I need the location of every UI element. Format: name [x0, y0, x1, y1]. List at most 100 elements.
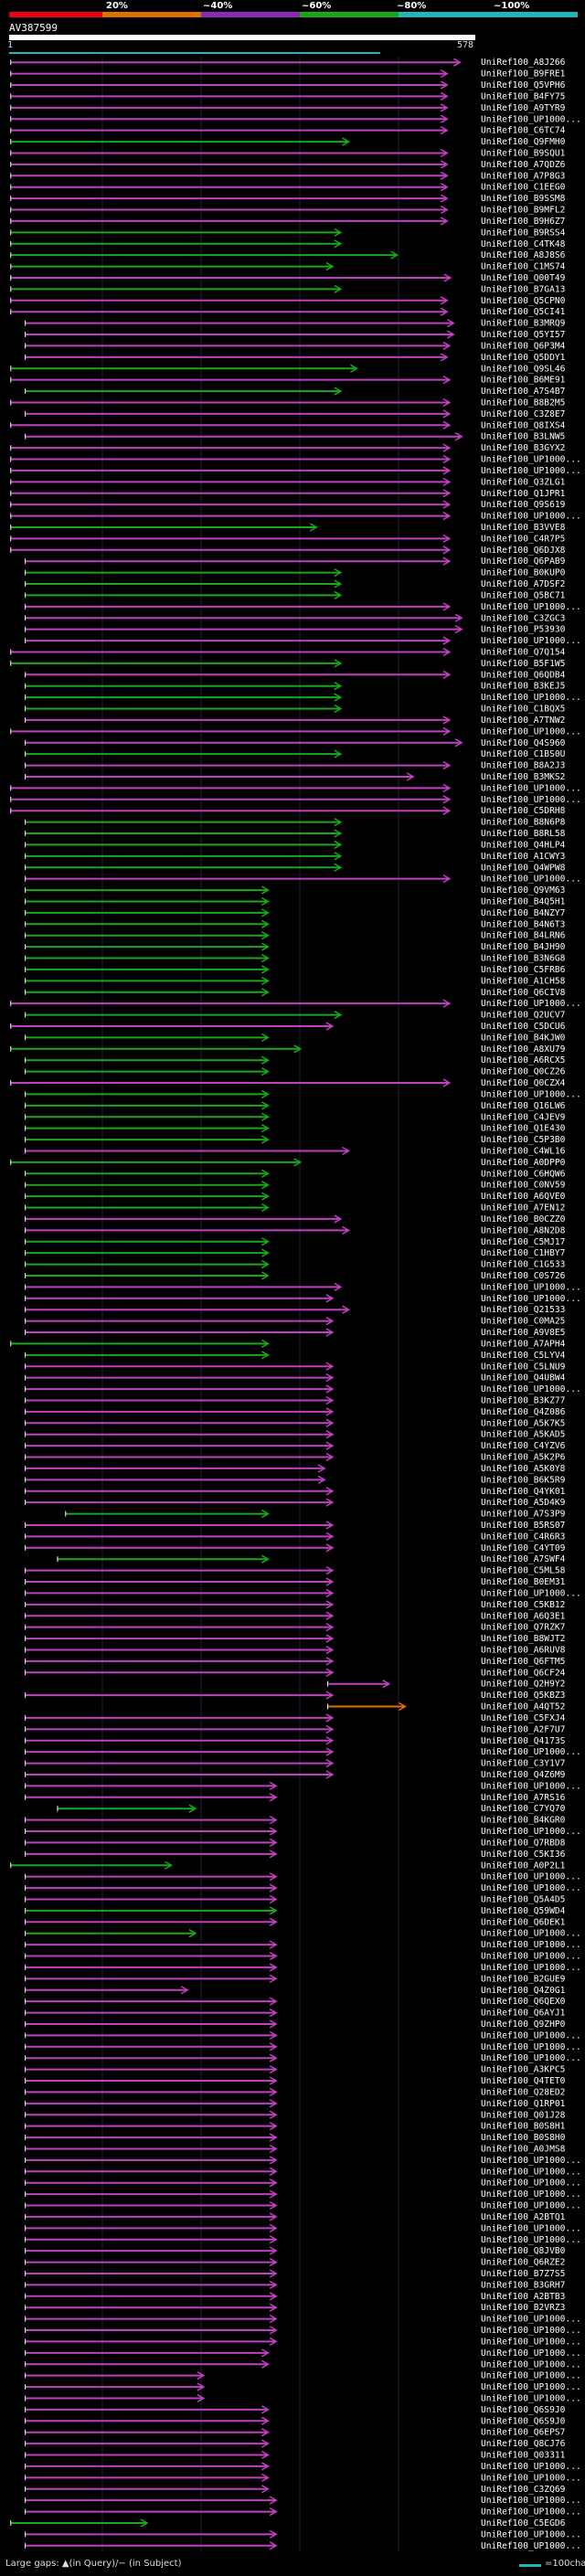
hit-row[interactable]: UniRef100_C4R7P5 [10, 534, 566, 544]
hit-row[interactable]: UniRef100_UP1000... [25, 2359, 581, 2369]
hit-label[interactable]: UniRef100_UP1000... [481, 1747, 581, 1757]
hit-row[interactable]: UniRef100_B4Q5H1 [25, 896, 566, 906]
hit-row[interactable]: UniRef100_C1BS0U [25, 749, 566, 759]
hit-row[interactable]: UniRef100_UP1000... [25, 2382, 581, 2392]
hit-label[interactable]: UniRef100_Q9FMH0 [481, 137, 566, 147]
hit-label[interactable]: UniRef100_Q6RZE2 [481, 2258, 565, 2268]
hit-row[interactable]: UniRef100_C1EEG0 [10, 183, 566, 193]
hit-label[interactable]: UniRef100_UP1000... [481, 783, 581, 793]
hit-row[interactable]: UniRef100_UP1000... [25, 875, 581, 885]
hit-row[interactable]: UniRef100_Q1RP01 [25, 2099, 566, 2109]
hit-label[interactable]: UniRef100_UP1000... [481, 2030, 581, 2041]
hit-row[interactable]: UniRef100_B9MFL2 [10, 206, 566, 216]
hit-row[interactable]: UniRef100_UP1000... [25, 2178, 581, 2189]
hit-row[interactable]: UniRef100_B3LNW5 [25, 432, 566, 442]
hit-row[interactable]: UniRef100_Q4TET0 [25, 2076, 566, 2086]
hit-row[interactable]: UniRef100_A4QT52 [327, 1702, 566, 1712]
hit-row[interactable]: UniRef100_B8RL58 [25, 829, 566, 839]
hit-row[interactable]: UniRef100_Q4UBW4 [25, 1373, 566, 1383]
hit-row[interactable]: UniRef100_UP1000... [25, 2030, 581, 2041]
hit-label[interactable]: UniRef100_B8RL58 [481, 829, 566, 839]
hit-row[interactable]: UniRef100_UP1000... [25, 2201, 581, 2211]
hit-label[interactable]: UniRef100_A0DPP0 [481, 1158, 566, 1168]
hit-label[interactable]: UniRef100_B8A2J3 [481, 761, 566, 771]
hit-label[interactable]: UniRef100_B3GYX2 [481, 443, 565, 453]
hit-label[interactable]: UniRef100_UP1000... [481, 1952, 581, 1962]
hit-label[interactable]: UniRef100_Q9ZHP0 [481, 2019, 566, 2030]
hit-label[interactable]: UniRef100_Q21533 [481, 1305, 566, 1315]
hit-row[interactable]: UniRef100_B2GUE9 [25, 1974, 566, 1984]
hit-label[interactable]: UniRef100_Q6S9J0 [481, 2405, 566, 2415]
hit-label[interactable]: UniRef100_Q8CJ76 [481, 2439, 566, 2449]
hit-label[interactable]: UniRef100_UP1000... [481, 2348, 581, 2359]
hit-row[interactable]: UniRef100_UP1000... [25, 2507, 581, 2518]
hit-row[interactable]: UniRef100_UP1000... [25, 2156, 581, 2166]
hit-row[interactable]: UniRef100_UP1000... [10, 466, 581, 476]
hit-row[interactable]: UniRef100_Q9VM63 [25, 885, 566, 896]
hit-label[interactable]: UniRef100_UP1000... [481, 2156, 581, 2166]
hit-label[interactable]: UniRef100_UP1000... [481, 2529, 581, 2539]
hit-label[interactable]: UniRef100_UP1000... [481, 726, 581, 737]
hit-label[interactable]: UniRef100_A5K0Y8 [481, 1464, 566, 1474]
hit-label[interactable]: UniRef100_B0S8H0 [481, 2133, 566, 2143]
hit-row[interactable]: UniRef100_A7RS16 [25, 1793, 566, 1803]
hit-row[interactable]: UniRef100_B4KGR0 [25, 1816, 566, 1826]
hit-row[interactable]: UniRef100_Q0CZX4 [10, 1078, 566, 1088]
hit-row[interactable]: UniRef100_A8XU79 [10, 1044, 566, 1055]
hit-row[interactable]: UniRef100_Q5YI57 [25, 330, 566, 340]
hit-row[interactable]: UniRef100_Q4Z6M9 [25, 1770, 566, 1780]
hit-row[interactable]: UniRef100_Q4WPW8 [25, 863, 566, 873]
hit-label[interactable]: UniRef100_UP1000... [481, 2167, 581, 2177]
hit-row[interactable]: UniRef100_C4WL16 [25, 1146, 566, 1156]
hit-label[interactable]: UniRef100_B0EM31 [481, 1577, 566, 1587]
hit-row[interactable]: UniRef100_C4YZV6 [25, 1441, 566, 1451]
hit-label[interactable]: UniRef100_B8B2M5 [481, 398, 565, 408]
hit-row[interactable]: UniRef100_A7APH4 [10, 1339, 566, 1349]
hit-label[interactable]: UniRef100_B2GUE9 [481, 1974, 566, 1984]
hit-row[interactable]: UniRef100_Q2UCV7 [25, 1011, 566, 1021]
hit-row[interactable]: UniRef100_B9FRE1 [10, 69, 566, 80]
hit-label[interactable]: UniRef100_UP1000... [481, 2337, 581, 2347]
hit-row[interactable]: UniRef100_C3ZQ69 [25, 2485, 566, 2495]
hit-label[interactable]: UniRef100_UP1000... [481, 1089, 581, 1099]
hit-row[interactable]: UniRef100_UP1000... [25, 2315, 581, 2325]
hit-label[interactable]: UniRef100_Q03311 [481, 2451, 566, 2461]
hit-row[interactable]: UniRef100_A8N2D8 [25, 1225, 566, 1235]
hit-label[interactable]: UniRef100_Q6S9J0 [481, 2416, 566, 2426]
hit-row[interactable]: UniRef100_A8J266 [10, 58, 566, 68]
hit-row[interactable]: UniRef100_UP1000... [10, 455, 581, 465]
hit-row[interactable]: UniRef100_UP1000... [25, 2348, 581, 2359]
hit-label[interactable]: UniRef100_B4FY75 [481, 91, 565, 101]
hit-label[interactable]: UniRef100_UP1000... [481, 2223, 581, 2233]
hit-label[interactable]: UniRef100_B4KJW0 [481, 1033, 566, 1043]
hit-row[interactable]: UniRef100_Q7RZK7 [25, 1623, 566, 1633]
hit-label[interactable]: UniRef100_Q1E430 [481, 1124, 566, 1134]
hit-row[interactable]: UniRef100_B9SQU1 [10, 148, 566, 158]
hit-row[interactable]: UniRef100_UP1000... [25, 1940, 581, 1950]
hit-row[interactable]: UniRef100_UP1000... [25, 1588, 581, 1598]
hit-row[interactable]: UniRef100_Q8CJ76 [25, 2439, 566, 2449]
hit-row[interactable]: UniRef100_UP1000... [10, 795, 581, 805]
hit-label[interactable]: UniRef100_C5FXJ4 [481, 1713, 566, 1723]
hit-row[interactable]: UniRef100_B5RS07 [25, 1521, 566, 1531]
hit-row[interactable]: UniRef100_UP1000... [25, 2326, 581, 2336]
hit-row[interactable]: UniRef100_C1MS74 [10, 262, 566, 272]
hit-row[interactable]: UniRef100_B7Z7S5 [25, 2269, 566, 2279]
hit-label[interactable]: UniRef100_UP1000... [481, 2178, 581, 2189]
hit-label[interactable]: UniRef100_UP1000... [481, 2393, 581, 2403]
hit-row[interactable]: UniRef100_C6HQW6 [25, 1169, 566, 1179]
hit-label[interactable]: UniRef100_C4YZV6 [481, 1441, 566, 1451]
hit-row[interactable]: UniRef100_C1G533 [25, 1260, 566, 1270]
hit-row[interactable]: UniRef100_UP1000... [25, 1872, 581, 1882]
hit-label[interactable]: UniRef100_C5MJ17 [481, 1237, 566, 1247]
hit-row[interactable]: UniRef100_B0S8H1 [25, 2122, 566, 2132]
hit-label[interactable]: UniRef100_Q5BC71 [481, 590, 566, 600]
hit-row[interactable]: UniRef100_Q6CIV8 [25, 988, 566, 998]
hit-row[interactable]: UniRef100_Q5BC71 [25, 590, 566, 600]
hit-label[interactable]: UniRef100_A5KAD5 [481, 1430, 565, 1440]
hit-label[interactable]: UniRef100_C5LNU9 [481, 1362, 566, 1372]
hit-label[interactable]: UniRef100_Q9SL46 [481, 364, 566, 374]
hit-label[interactable]: UniRef100_UP1000... [481, 636, 581, 646]
hit-label[interactable]: UniRef100_Q1JPR1 [481, 489, 566, 499]
hit-label[interactable]: UniRef100_C6HQW6 [481, 1169, 566, 1179]
